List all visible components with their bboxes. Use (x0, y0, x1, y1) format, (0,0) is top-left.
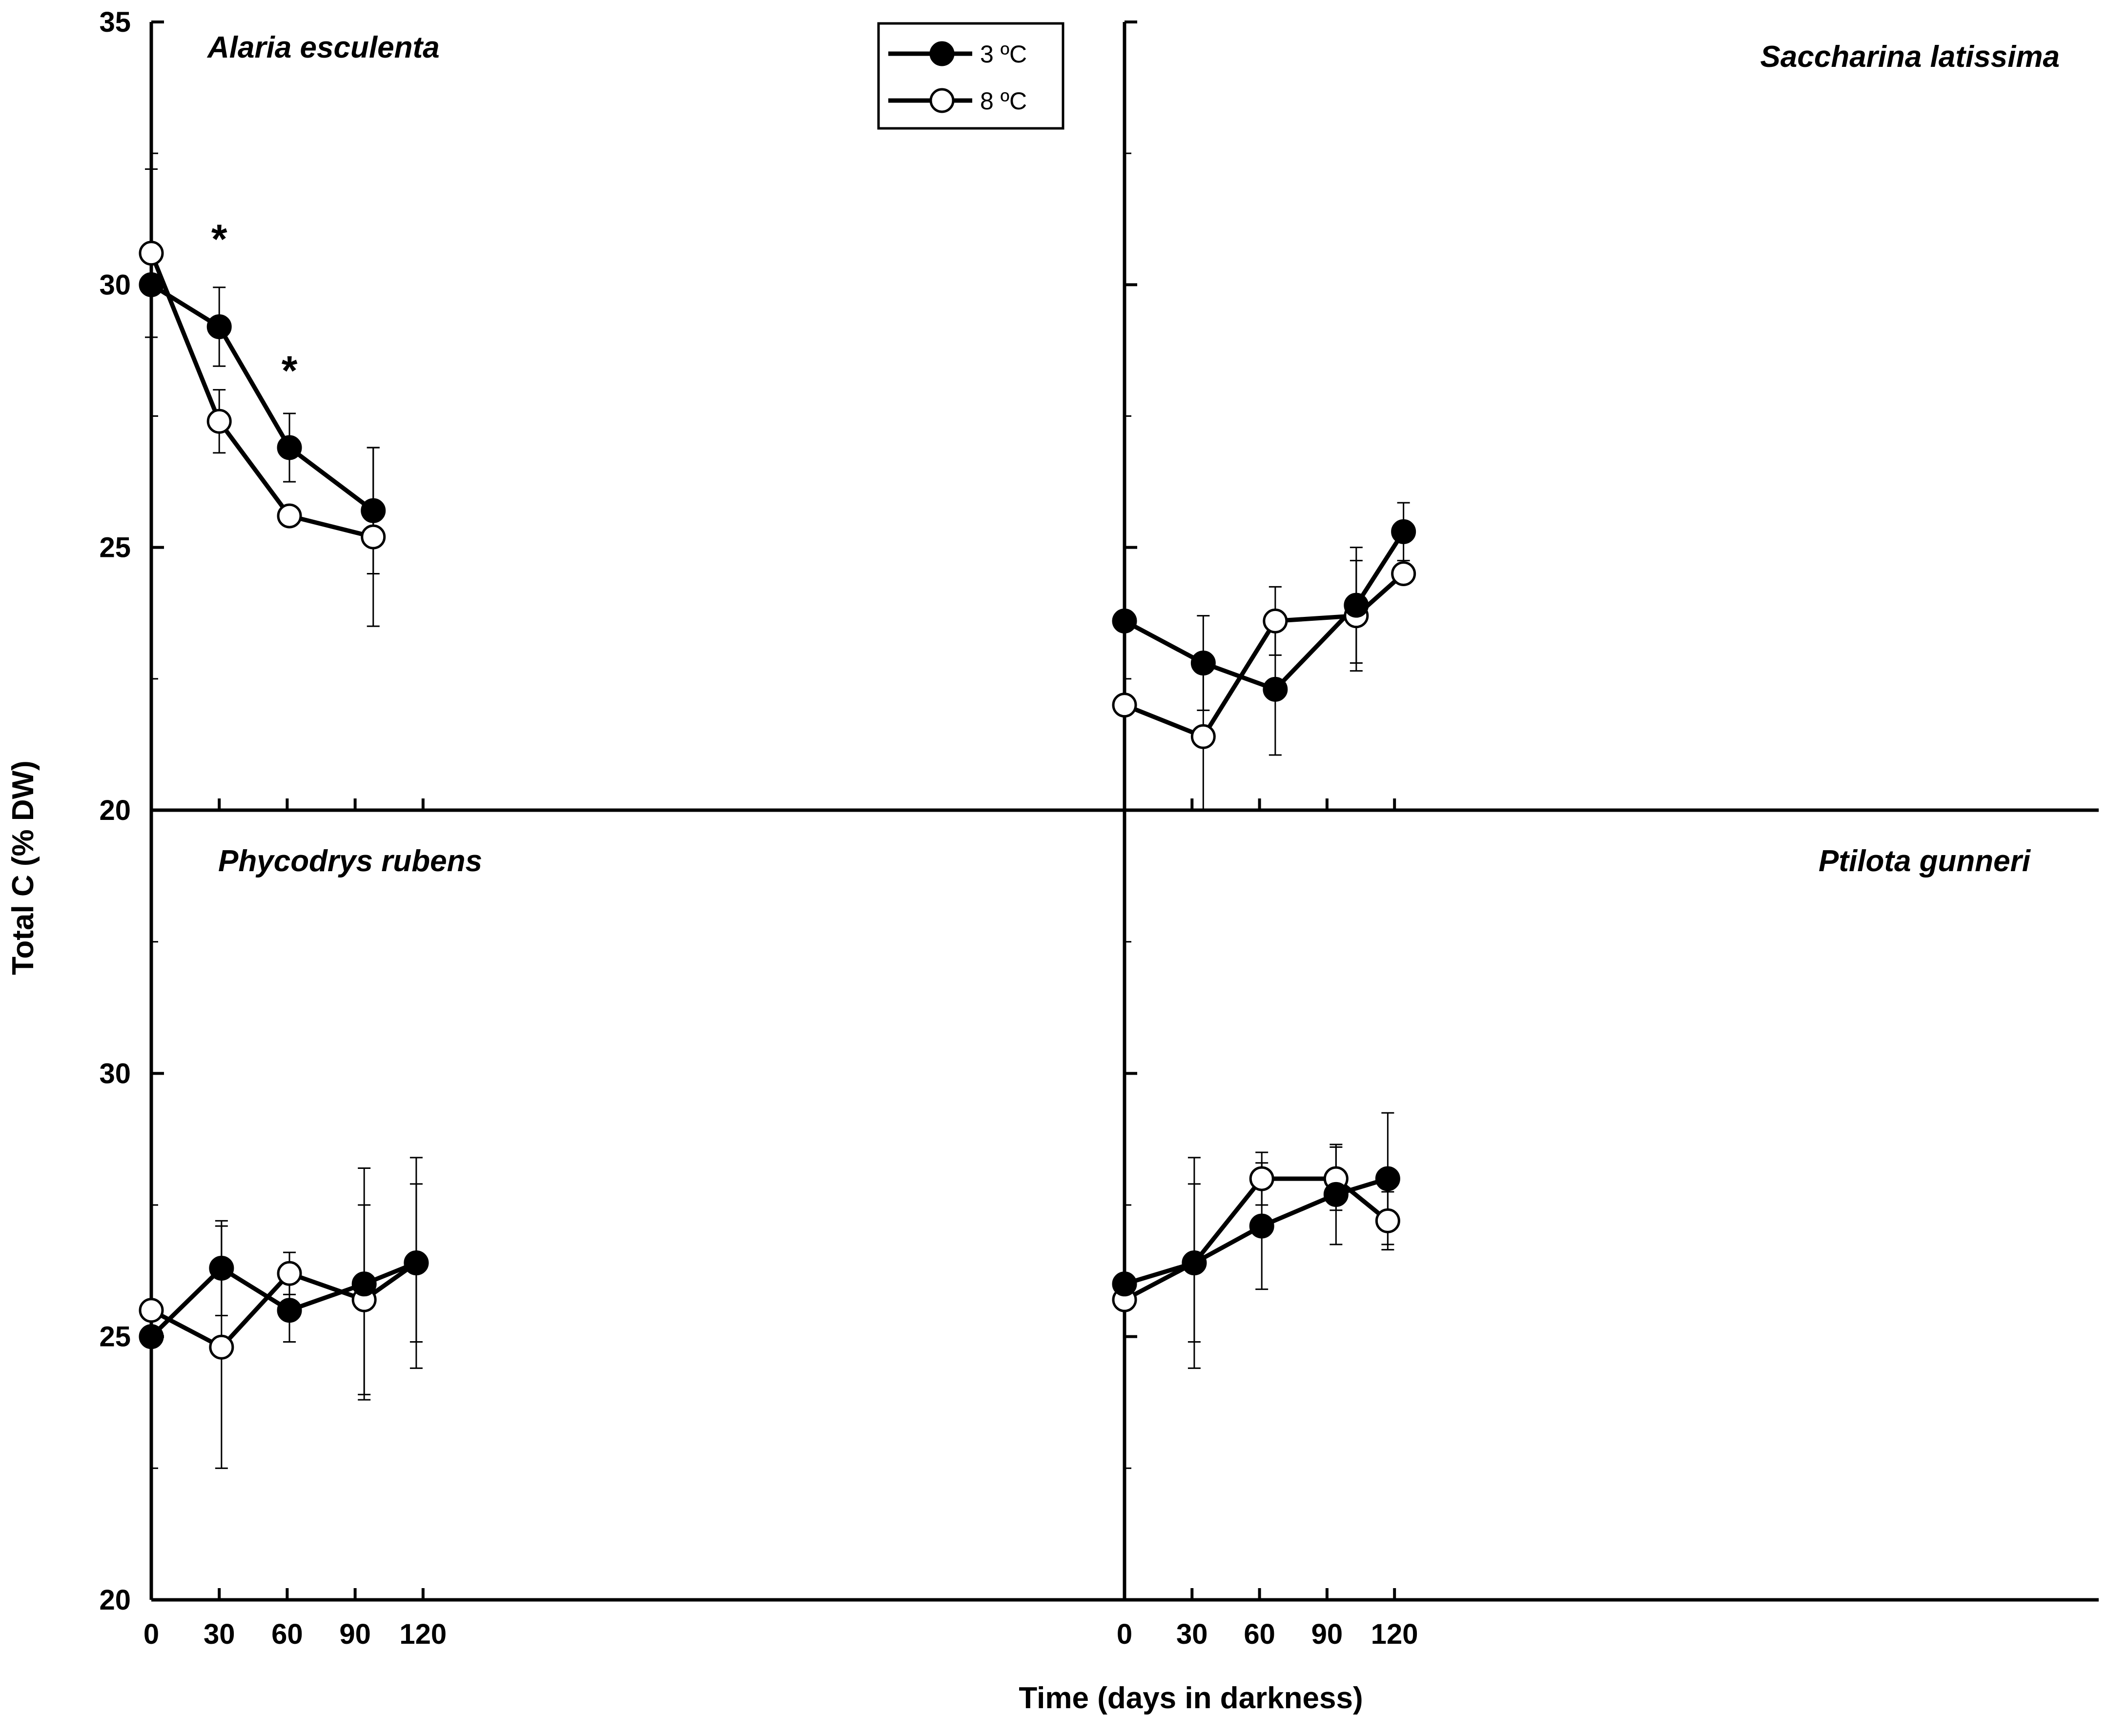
ptilota-gunneri-point-8c-2 (1249, 1166, 1274, 1191)
alaria-esculenta-point-3c-0 (139, 272, 164, 297)
x-tick-label-120: 120 (399, 1618, 447, 1650)
phycodrys-rubens-ytick-label-25: 25 (99, 1321, 131, 1353)
saccharina-latissima-point-3c-0 (1112, 608, 1137, 633)
phycodrys-rubens-point-8c-2 (277, 1261, 302, 1286)
legend: 3 ºC 8 ºC (877, 22, 1064, 130)
ptilota-gunneri-point-3c-1 (1182, 1250, 1207, 1276)
x-tick-label-120: 120 (1371, 1618, 1418, 1650)
saccharina-latissima-point-3c-4 (1391, 519, 1416, 544)
x-tick-label-60: 60 (1244, 1618, 1275, 1650)
saccharina-latissima-point-3c-2 (1263, 676, 1288, 702)
x-axis-title: Time (days in darkness) (1019, 1681, 1363, 1715)
saccharina-latissima-point-8c-4 (1391, 561, 1416, 586)
saccharina-latissima-title: Saccharina latissima (1760, 40, 2060, 74)
legend-label-3c: 3 ºC (980, 41, 1027, 68)
alaria-esculenta-significance-1: * (282, 347, 298, 393)
legend-box (877, 22, 1064, 130)
saccharina-latissima-point-8c-2 (1263, 608, 1288, 633)
alaria-esculenta-point-3c-3 (361, 498, 386, 523)
x-tick-label-0: 0 (1117, 1618, 1132, 1650)
phycodrys-rubens-point-8c-1 (209, 1334, 234, 1360)
ptilota-gunneri-point-8c-4 (1375, 1208, 1400, 1233)
phycodrys-rubens-title: Phycodrys rubens (218, 844, 482, 878)
alaria-esculenta-point-8c-1 (206, 408, 232, 434)
phycodrys-rubens-ytick-label-30: 30 (99, 1058, 131, 1089)
legend-label-8c: 8 ºC (980, 87, 1027, 115)
saccharina-latissima-point-3c-3 (1344, 592, 1369, 618)
alaria-esculenta-line-3c (150, 283, 375, 512)
alaria-esculenta-point-3c-1 (206, 314, 232, 339)
ptilota-gunneri-line-8c (1123, 1176, 1390, 1302)
y-axis-title: Total C (% DW) (6, 760, 40, 975)
alaria-esculenta-title: Alaria esculenta (206, 31, 440, 64)
ptilota-gunneri-point-3c-3 (1323, 1182, 1349, 1207)
alaria-esculenta-point-8c-2 (277, 503, 302, 529)
saccharina-latissima-point-8c-1 (1190, 724, 1216, 749)
alaria-esculenta-ytick-label-30: 30 (99, 269, 131, 301)
x-tick-label-0: 0 (143, 1618, 159, 1650)
phycodrys-rubens-point-3c-3 (351, 1271, 377, 1297)
phycodrys-rubens-point-3c-4 (404, 1250, 429, 1276)
saccharina-latissima-point-3c-1 (1190, 651, 1216, 676)
alaria-esculenta-point-8c-3 (361, 524, 386, 550)
panel-titles: Alaria esculenta * * Saccharina latissima Ph… (206, 31, 2060, 878)
saccharina-latissima-point-8c-0 (1112, 693, 1137, 718)
ptilota-gunneri-point-3c-4 (1375, 1166, 1400, 1191)
alaria-esculenta-significance-0: * (211, 216, 227, 262)
series-lines (149, 252, 1406, 1349)
alaria-esculenta-ytick-label-25: 25 (99, 532, 131, 564)
x-tick-label-30: 30 (204, 1618, 235, 1650)
alaria-esculenta-ytick-label-20: 20 (99, 795, 131, 826)
ptilota-gunneri-point-3c-2 (1249, 1213, 1274, 1239)
phycodrys-rubens-point-8c-0 (139, 1298, 164, 1323)
tick-labels: 20 25 30 35 20 25 30 0 30 60 90 120 0 30 60 90 120 (99, 6, 1418, 1650)
x-tick-label-30: 30 (1176, 1618, 1208, 1650)
x-tick-label-90: 90 (1311, 1618, 1343, 1650)
alaria-esculenta-point-3c-2 (277, 435, 302, 460)
x-tick-label-90: 90 (339, 1618, 371, 1650)
error-bars (145, 168, 1410, 1469)
ptilota-gunneri-point-3c-0 (1112, 1271, 1137, 1297)
ptilota-gunneri-title: Ptilota gunneri (1819, 844, 2031, 878)
phycodrys-rubens-ytick-label-20: 20 (99, 1584, 131, 1616)
phycodrys-rubens-point-3c-1 (209, 1255, 234, 1281)
alaria-esculenta-ytick-label-35: 35 (99, 6, 131, 38)
alaria-esculenta-line-8c (149, 252, 374, 539)
legend-marker-3c (929, 41, 955, 66)
phycodrys-rubens-point-3c-0 (139, 1324, 164, 1349)
alaria-esculenta-point-8c-0 (139, 241, 164, 266)
phycodrys-rubens-point-3c-2 (277, 1298, 302, 1323)
data-markers (139, 241, 1416, 1360)
legend-marker-8c (929, 88, 955, 113)
axes-frame (149, 20, 2099, 1602)
x-tick-label-60: 60 (271, 1618, 303, 1650)
